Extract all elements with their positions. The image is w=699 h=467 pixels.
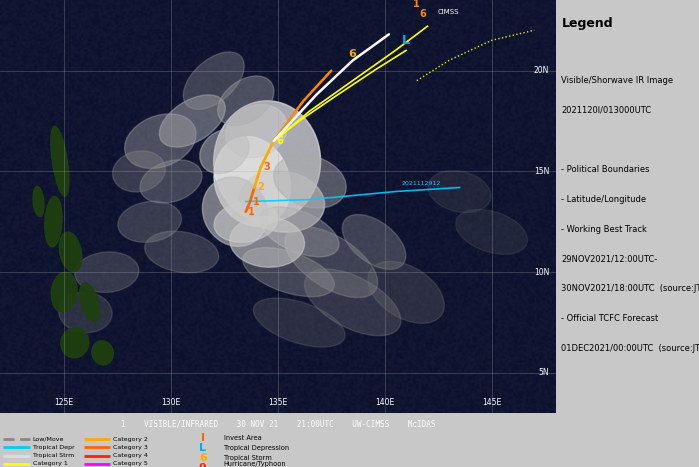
Text: Category 1: Category 1 bbox=[33, 461, 68, 466]
Ellipse shape bbox=[456, 209, 528, 255]
Ellipse shape bbox=[368, 262, 445, 323]
Ellipse shape bbox=[200, 129, 249, 174]
Text: 01DEC2021/00:00UTC  (source:JTWC): 01DEC2021/00:00UTC (source:JTWC) bbox=[561, 344, 699, 353]
Text: 6: 6 bbox=[276, 136, 283, 146]
Text: CIMSS: CIMSS bbox=[438, 9, 459, 15]
Text: 1    VISIBLE/INFRARED    30 NOV 21    21:00UTC    UW-CIMSS    McIDAS: 1 VISIBLE/INFRARED 30 NOV 21 21:00UTC UW… bbox=[121, 419, 435, 428]
Text: 6: 6 bbox=[420, 9, 426, 19]
Text: 6: 6 bbox=[349, 50, 356, 59]
Ellipse shape bbox=[124, 114, 196, 169]
Text: 2: 2 bbox=[257, 183, 264, 192]
Text: - Political Boundaries: - Political Boundaries bbox=[561, 165, 650, 174]
Text: 135E: 135E bbox=[268, 398, 287, 407]
Text: Category 4: Category 4 bbox=[113, 453, 148, 458]
Text: 15N: 15N bbox=[534, 167, 549, 176]
Text: 1: 1 bbox=[413, 0, 420, 9]
Text: 10N: 10N bbox=[534, 268, 549, 276]
Ellipse shape bbox=[254, 298, 345, 347]
Text: 130E: 130E bbox=[161, 398, 180, 407]
Text: Category 3: Category 3 bbox=[113, 445, 148, 450]
Ellipse shape bbox=[285, 226, 377, 297]
Ellipse shape bbox=[140, 160, 202, 203]
Ellipse shape bbox=[59, 232, 82, 272]
Text: - Working Best Track: - Working Best Track bbox=[561, 225, 647, 234]
Ellipse shape bbox=[145, 231, 219, 273]
Ellipse shape bbox=[61, 328, 89, 358]
Ellipse shape bbox=[217, 76, 274, 126]
Ellipse shape bbox=[214, 101, 321, 222]
Text: - Official TCFC Forecast: - Official TCFC Forecast bbox=[561, 314, 658, 323]
Text: Tropical Storm: Tropical Storm bbox=[224, 455, 271, 461]
Ellipse shape bbox=[240, 171, 324, 232]
Text: Low/Move: Low/Move bbox=[33, 437, 64, 442]
Ellipse shape bbox=[59, 292, 112, 333]
Text: Tropical Strm: Tropical Strm bbox=[33, 453, 74, 458]
Text: Invest Area: Invest Area bbox=[224, 435, 261, 441]
Ellipse shape bbox=[214, 201, 278, 242]
Text: 125E: 125E bbox=[55, 398, 73, 407]
Text: Legend: Legend bbox=[561, 16, 613, 29]
Text: 5N: 5N bbox=[539, 368, 549, 377]
Ellipse shape bbox=[214, 137, 290, 226]
Text: 9: 9 bbox=[199, 463, 207, 467]
Text: Visible/Shorwave IR Image: Visible/Shorwave IR Image bbox=[561, 76, 674, 85]
Text: Hurricane/Typhoon
(w/category): Hurricane/Typhoon (w/category) bbox=[224, 461, 287, 467]
Text: 2021120l/013000UTC: 2021120l/013000UTC bbox=[561, 106, 651, 115]
Ellipse shape bbox=[45, 197, 62, 247]
Text: 6: 6 bbox=[199, 453, 207, 463]
Text: 2021112912: 2021112912 bbox=[402, 182, 441, 186]
Ellipse shape bbox=[305, 269, 401, 336]
Ellipse shape bbox=[183, 52, 244, 109]
Ellipse shape bbox=[273, 155, 346, 208]
Ellipse shape bbox=[51, 272, 77, 312]
Ellipse shape bbox=[343, 214, 406, 269]
Ellipse shape bbox=[226, 105, 287, 157]
Text: 29NOV2021/12:00UTC-: 29NOV2021/12:00UTC- bbox=[561, 255, 658, 263]
Text: 20N: 20N bbox=[534, 66, 549, 75]
Ellipse shape bbox=[243, 248, 334, 297]
Text: 140E: 140E bbox=[375, 398, 394, 407]
Ellipse shape bbox=[92, 341, 113, 365]
Text: I: I bbox=[201, 433, 205, 443]
Ellipse shape bbox=[80, 283, 100, 322]
Ellipse shape bbox=[51, 127, 69, 196]
Ellipse shape bbox=[118, 201, 182, 242]
Text: 1: 1 bbox=[248, 207, 255, 217]
Text: L: L bbox=[199, 443, 206, 453]
Text: Tropical Depression: Tropical Depression bbox=[224, 445, 289, 451]
Text: 3: 3 bbox=[264, 163, 270, 172]
Ellipse shape bbox=[259, 207, 339, 257]
Text: - Latitude/Longitude: - Latitude/Longitude bbox=[561, 195, 647, 204]
Text: 30NOV2021/18:00UTC  (source:JTWC): 30NOV2021/18:00UTC (source:JTWC) bbox=[561, 284, 699, 293]
Ellipse shape bbox=[159, 95, 225, 147]
Ellipse shape bbox=[113, 151, 166, 192]
Ellipse shape bbox=[203, 177, 268, 247]
Text: Category 5: Category 5 bbox=[113, 461, 148, 466]
Text: Tropical Depr: Tropical Depr bbox=[33, 445, 75, 450]
Text: 145E: 145E bbox=[482, 398, 501, 407]
Text: L: L bbox=[402, 34, 410, 47]
Text: Category 2: Category 2 bbox=[113, 437, 148, 442]
Ellipse shape bbox=[33, 186, 44, 217]
Ellipse shape bbox=[75, 252, 139, 292]
Text: 1: 1 bbox=[252, 197, 259, 206]
Ellipse shape bbox=[428, 170, 491, 212]
Ellipse shape bbox=[230, 217, 305, 267]
